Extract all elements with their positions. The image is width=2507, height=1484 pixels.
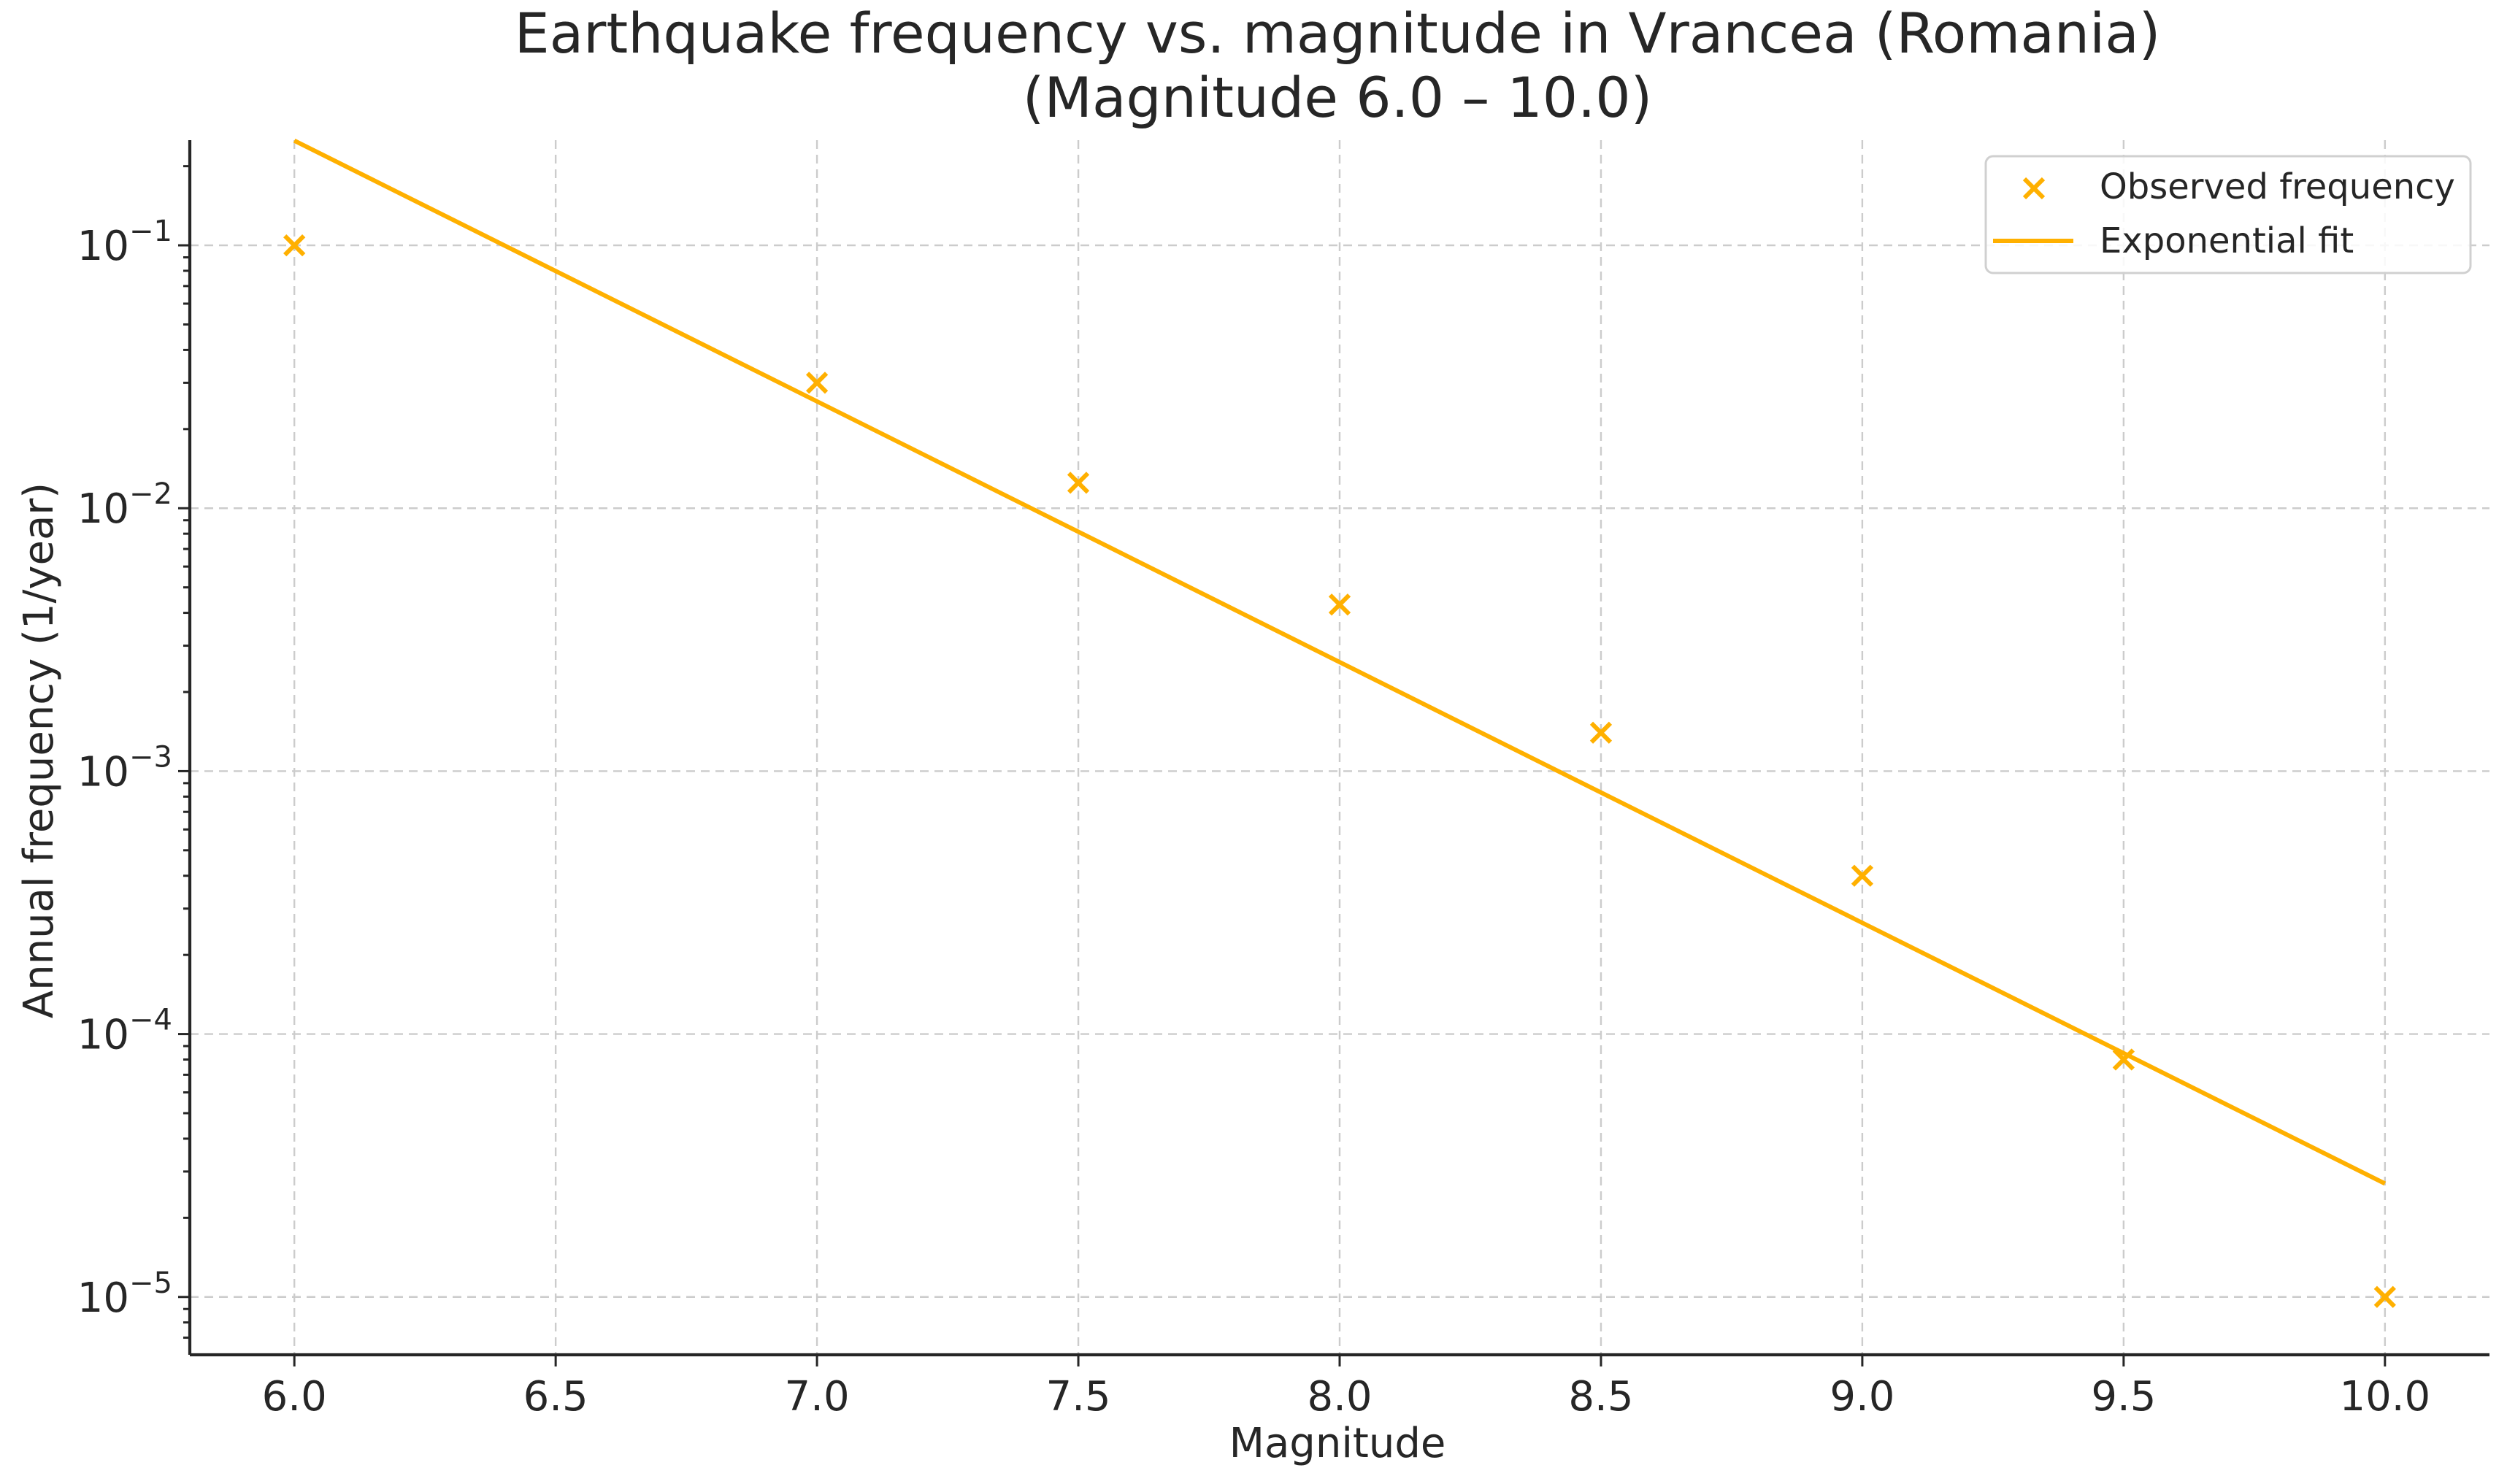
x-tick-label: 9.0 xyxy=(1830,1373,1894,1420)
legend-box xyxy=(1984,155,2472,274)
x-tick-label: 10.0 xyxy=(2339,1373,2430,1420)
x-tick-label: 8.5 xyxy=(1568,1373,1633,1420)
legend-label-observed: Observed frequency xyxy=(2100,166,2455,207)
x-axis-label: Magnitude xyxy=(1229,1420,1446,1467)
marker-stroke xyxy=(1328,593,1351,616)
fit-line xyxy=(293,139,2387,1186)
grid-layer xyxy=(190,140,2489,1355)
x-tick-label: 8.0 xyxy=(1307,1373,1372,1420)
data-point xyxy=(1851,864,1874,887)
marker-stroke xyxy=(1589,721,1613,744)
x-tick-label: 7.5 xyxy=(1046,1373,1111,1420)
marker-stroke xyxy=(2022,177,2046,200)
y-tick-label: 10−2 xyxy=(77,477,172,533)
chart-title: Earthquake frequency vs. magnitude in Vr… xyxy=(515,1,2161,66)
data-point xyxy=(1067,472,1090,494)
data-point xyxy=(1328,593,1351,616)
x-tick-label: 6.0 xyxy=(262,1373,327,1420)
legend: Observed frequency Exponential fit xyxy=(1984,155,2472,274)
data-point xyxy=(805,372,829,394)
marker-stroke xyxy=(1067,472,1090,494)
marker-stroke xyxy=(805,372,829,394)
data-point xyxy=(2373,1285,2396,1308)
x-tick-label: 9.5 xyxy=(2091,1373,2156,1420)
legend-marker-observed xyxy=(2022,177,2046,200)
x-tick-label: 7.0 xyxy=(785,1373,850,1420)
y-axis-label: Annual frequency (1/year) xyxy=(15,483,63,1018)
legend-x-marker xyxy=(2022,177,2046,200)
y-tick-label: 10−5 xyxy=(77,1266,172,1322)
data-point xyxy=(2112,1048,2135,1071)
marker-stroke xyxy=(1851,864,1874,887)
data-point xyxy=(1589,721,1613,744)
y-tick-label: 10−4 xyxy=(77,1004,172,1059)
y-tick-label: 10−3 xyxy=(77,740,172,796)
legend-label-fit: Exponential fit xyxy=(2100,220,2354,261)
axes-layer: 6.0 6.5 7.0 7.5 8.0 8.5 9.0 9.5 10.0 10−1 10−2 10−3… xyxy=(77,140,2489,1420)
marker-stroke xyxy=(2373,1285,2396,1308)
x-tick-label: 6.5 xyxy=(523,1373,588,1420)
y-tick-label: 10−1 xyxy=(77,215,172,270)
series-layer xyxy=(283,139,2396,1308)
data-point xyxy=(283,234,306,257)
marker-stroke xyxy=(2112,1048,2135,1071)
chart-subtitle: (Magnitude 6.0 – 10.0) xyxy=(1023,65,1653,130)
marker-stroke xyxy=(283,234,306,257)
